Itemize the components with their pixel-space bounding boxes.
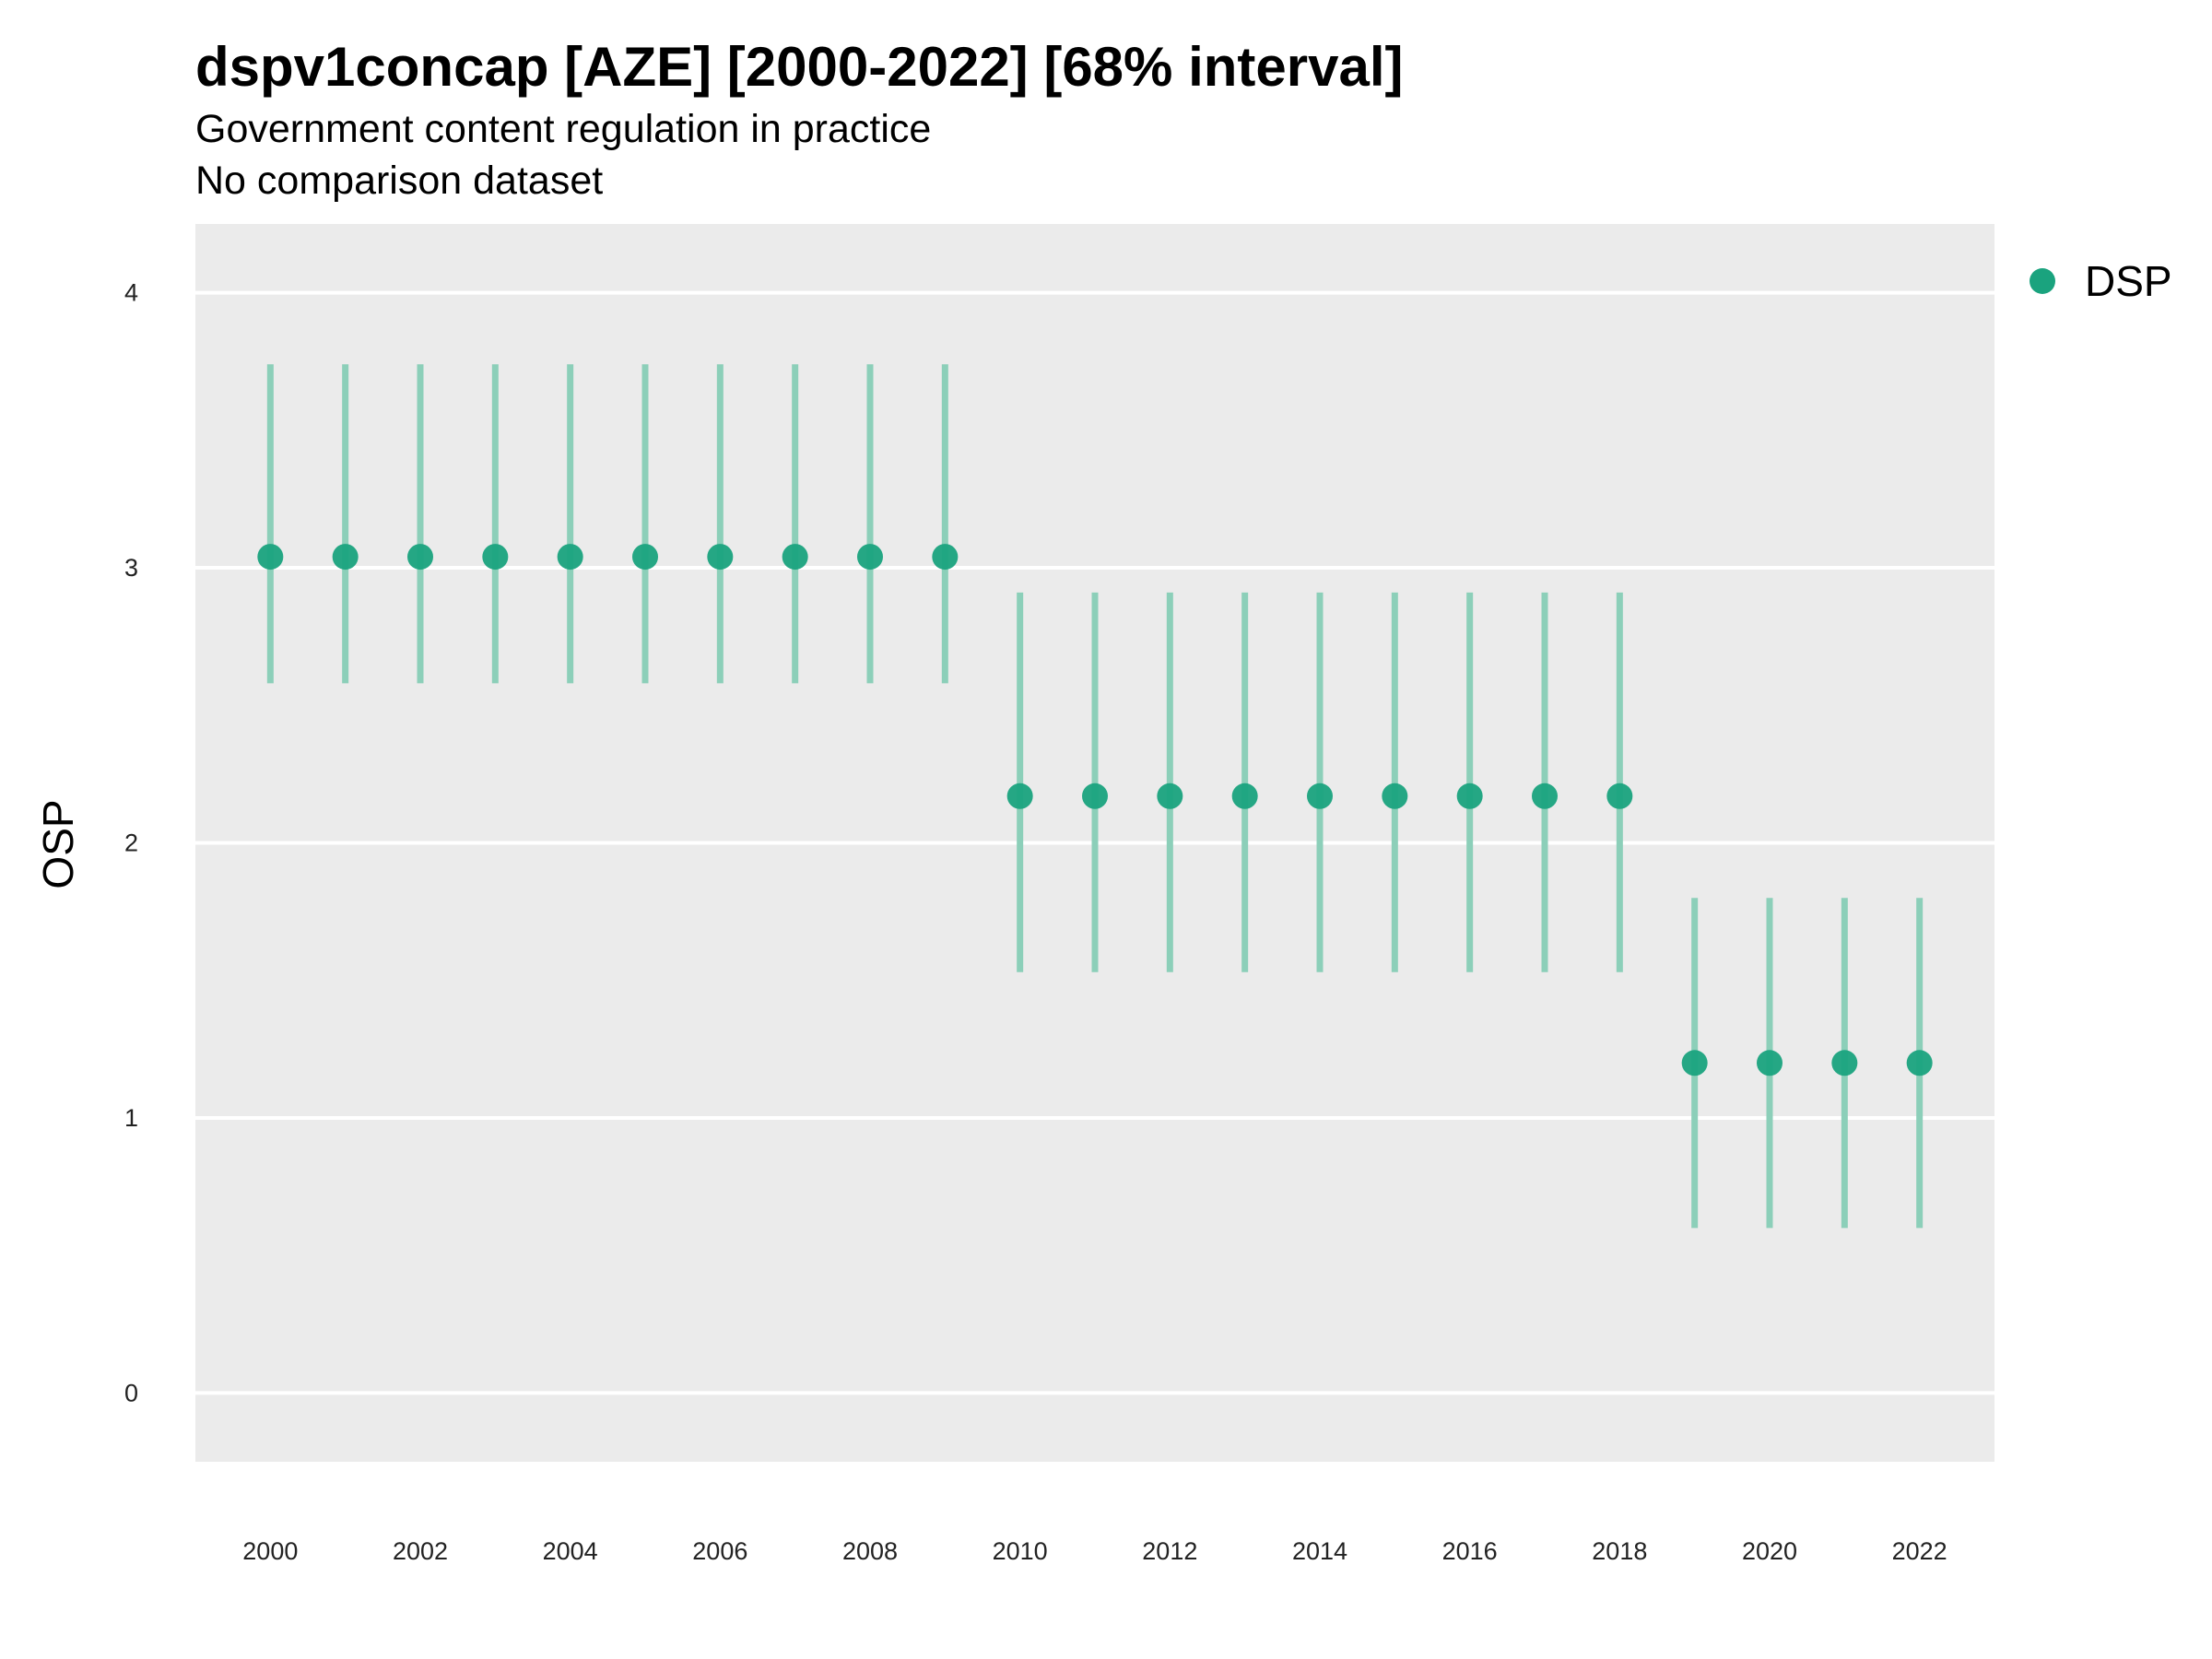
x-tick-label: 2020 [1742, 1537, 1797, 1565]
legend-label-dsp: DSP [2085, 257, 2172, 305]
x-tick-label: 2002 [393, 1537, 448, 1565]
data-point [257, 544, 284, 571]
data-point [1757, 1050, 1783, 1077]
data-point [1906, 1050, 1933, 1077]
chart-caption: No comparison dataset [195, 159, 604, 203]
data-point [1157, 782, 1183, 809]
y-tick-label: 4 [124, 279, 138, 307]
x-tick-label: 2000 [242, 1537, 298, 1565]
data-point [407, 544, 433, 571]
y-tick-label: 2 [124, 830, 138, 857]
legend: DSP [2030, 257, 2172, 305]
x-tick-label: 2018 [1592, 1537, 1647, 1565]
x-tick-label: 2006 [692, 1537, 747, 1565]
data-point [332, 544, 359, 571]
data-point [1082, 782, 1108, 809]
chart-title: dspv1concap [AZE] [2000-2022] [68% inter… [195, 36, 1404, 98]
legend-key-dsp [2030, 268, 2055, 294]
chart-subtitle: Government content regulation in practic… [195, 107, 932, 151]
data-point [482, 544, 509, 571]
y-tick-label: 1 [124, 1104, 138, 1132]
data-point [782, 544, 808, 571]
data-point [1456, 782, 1483, 809]
data-point [1006, 782, 1033, 809]
x-tick-label: 2022 [1892, 1537, 1947, 1565]
data-point [557, 544, 583, 571]
data-point [1681, 1050, 1708, 1077]
data-point [1231, 782, 1258, 809]
y-tick-labels: 0 1 2 3 4 [124, 279, 138, 1407]
x-tick-label: 2016 [1442, 1537, 1498, 1565]
data-point [632, 544, 658, 571]
data-point [707, 544, 734, 571]
x-tick-label: 2008 [842, 1537, 898, 1565]
data-point [932, 544, 959, 571]
x-tick-label: 2004 [543, 1537, 598, 1565]
x-tick-label: 2014 [1292, 1537, 1347, 1565]
data-point [857, 544, 883, 571]
data-point [1532, 782, 1558, 809]
y-tick-label: 0 [124, 1379, 138, 1406]
y-axis-title: OSP [34, 799, 82, 888]
data-point [1831, 1050, 1858, 1077]
data-points [257, 544, 1933, 1077]
x-tick-labels: 2000 2002 2004 2006 2008 2010 2012 2014 2016 2018… [242, 1537, 1947, 1565]
data-point [1606, 782, 1633, 809]
y-tick-label: 3 [124, 554, 138, 582]
x-tick-label: 2012 [1142, 1537, 1197, 1565]
data-point [1307, 782, 1333, 809]
interval-bars [266, 364, 1924, 1229]
x-tick-label: 2010 [993, 1537, 1048, 1565]
data-point [1382, 782, 1408, 809]
